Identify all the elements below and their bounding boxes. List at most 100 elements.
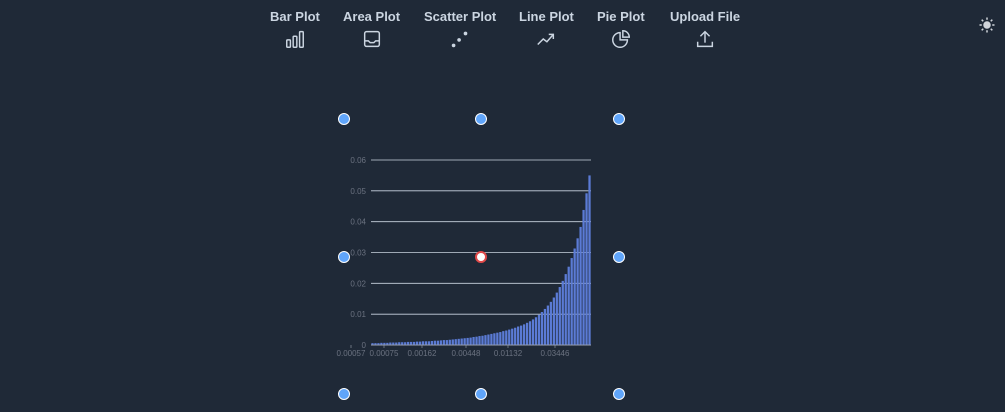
- bar: [478, 336, 481, 345]
- upload-icon: [694, 28, 716, 50]
- bar: [374, 343, 377, 345]
- bar: [520, 325, 523, 345]
- resize-handle-top-right[interactable]: [613, 113, 625, 125]
- bar: [430, 340, 434, 345]
- bar: [555, 292, 558, 345]
- bar: [404, 342, 407, 345]
- resize-handle-bottom-right[interactable]: [613, 388, 625, 400]
- bar: [407, 341, 410, 345]
- pie-chart-icon: [610, 28, 632, 50]
- resize-handle-left[interactable]: [338, 251, 350, 263]
- y-tick-label: 0.02: [350, 279, 366, 288]
- bar: [561, 280, 564, 345]
- y-tick-label: 0.06: [350, 156, 366, 165]
- bar: [442, 340, 445, 345]
- bar: [451, 339, 454, 345]
- bar: [466, 337, 469, 345]
- bar: [528, 321, 532, 345]
- bar: [472, 336, 475, 345]
- resize-handle-bottom-left[interactable]: [338, 388, 350, 400]
- bar: [454, 339, 457, 345]
- y-tick-label: 0.04: [350, 218, 366, 227]
- bar-chart-svg: 0 0.01 0.02 0.03 0.04 0.05 0.06 0.00057 0.00075 0…: [337, 156, 591, 358]
- resize-handle-top-left[interactable]: [338, 113, 350, 125]
- resize-handle-right[interactable]: [613, 251, 625, 263]
- bar: [499, 332, 502, 345]
- line-plot-label: Line Plot: [519, 9, 574, 24]
- bar: [401, 342, 404, 345]
- y-tick-label: 0.05: [350, 187, 366, 196]
- bar: [412, 341, 416, 345]
- bar: [386, 342, 389, 345]
- bar: [576, 238, 579, 345]
- bar: [410, 341, 413, 345]
- bar: [389, 342, 392, 345]
- bar: [475, 336, 478, 345]
- scatter-plot-button[interactable]: Scatter Plot: [424, 9, 496, 50]
- x-tick-label: 0.01132: [494, 349, 523, 358]
- bar: [448, 339, 451, 345]
- bar: [487, 334, 490, 345]
- bar: [511, 328, 514, 345]
- bar: [484, 335, 487, 345]
- x-tick-label: 0.03446: [541, 349, 570, 358]
- bar: [514, 327, 517, 345]
- bar: [427, 341, 431, 345]
- bar: [531, 319, 535, 345]
- bar: [418, 341, 422, 345]
- bar: [433, 340, 437, 345]
- bar: [525, 322, 529, 345]
- bar: [460, 338, 463, 345]
- bar: [424, 341, 428, 345]
- bar: [543, 308, 547, 345]
- y-tick-label: 0: [362, 341, 367, 350]
- bar: [377, 343, 380, 345]
- bar: [558, 287, 561, 345]
- bar: [436, 340, 440, 345]
- resize-handle-top[interactable]: [475, 113, 487, 125]
- line-plot-button[interactable]: Line Plot: [519, 9, 574, 50]
- bar: [383, 342, 386, 345]
- x-tick-label: 0.00162: [408, 349, 437, 358]
- move-handle-center[interactable]: [475, 251, 487, 263]
- bar: [582, 209, 585, 345]
- bar: [493, 333, 496, 345]
- bar: [469, 337, 472, 345]
- theme-toggle-button[interactable]: [978, 16, 996, 34]
- bar-plot-button[interactable]: Bar Plot: [270, 9, 320, 50]
- upload-file-button[interactable]: Upload File: [670, 9, 740, 50]
- sun-icon: [979, 17, 995, 33]
- bar: [490, 333, 493, 345]
- bar: [579, 226, 582, 345]
- area-plot-button[interactable]: Area Plot: [343, 9, 400, 50]
- bar: [398, 342, 401, 345]
- bar-chart: 0 0.01 0.02 0.03 0.04 0.05 0.06 0.00057 0.00075 0…: [330, 140, 630, 380]
- area-plot-label: Area Plot: [343, 9, 401, 24]
- bar: [421, 341, 425, 345]
- bar: [415, 341, 419, 345]
- bar: [552, 297, 555, 345]
- y-tick-label: 0.03: [350, 249, 366, 258]
- bar: [505, 330, 508, 345]
- x-tick-label: 0.00075: [370, 349, 399, 358]
- x-tick-label: 0.00057: [337, 349, 366, 358]
- pie-plot-button[interactable]: Pie Plot: [597, 9, 645, 50]
- bar: [380, 342, 383, 345]
- bar-plot-label: Bar Plot: [270, 9, 320, 24]
- bar: [508, 329, 511, 345]
- bar: [549, 301, 552, 345]
- bar: [522, 324, 526, 345]
- bar-chart-icon: [284, 28, 306, 50]
- scatter-chart-icon: [449, 28, 471, 50]
- bar: [371, 343, 374, 345]
- bar: [395, 342, 398, 345]
- bar: [457, 338, 460, 345]
- chart-type-toolbar: Bar Plot Area Plot Scatter Plot Line Plo…: [0, 0, 1005, 56]
- bar: [546, 305, 550, 345]
- bar: [540, 312, 544, 345]
- bar: [570, 258, 573, 345]
- line-chart-icon: [535, 28, 557, 50]
- area-chart-icon: [361, 28, 383, 50]
- y-tick-label: 0.01: [350, 310, 366, 319]
- resize-handle-bottom[interactable]: [475, 388, 487, 400]
